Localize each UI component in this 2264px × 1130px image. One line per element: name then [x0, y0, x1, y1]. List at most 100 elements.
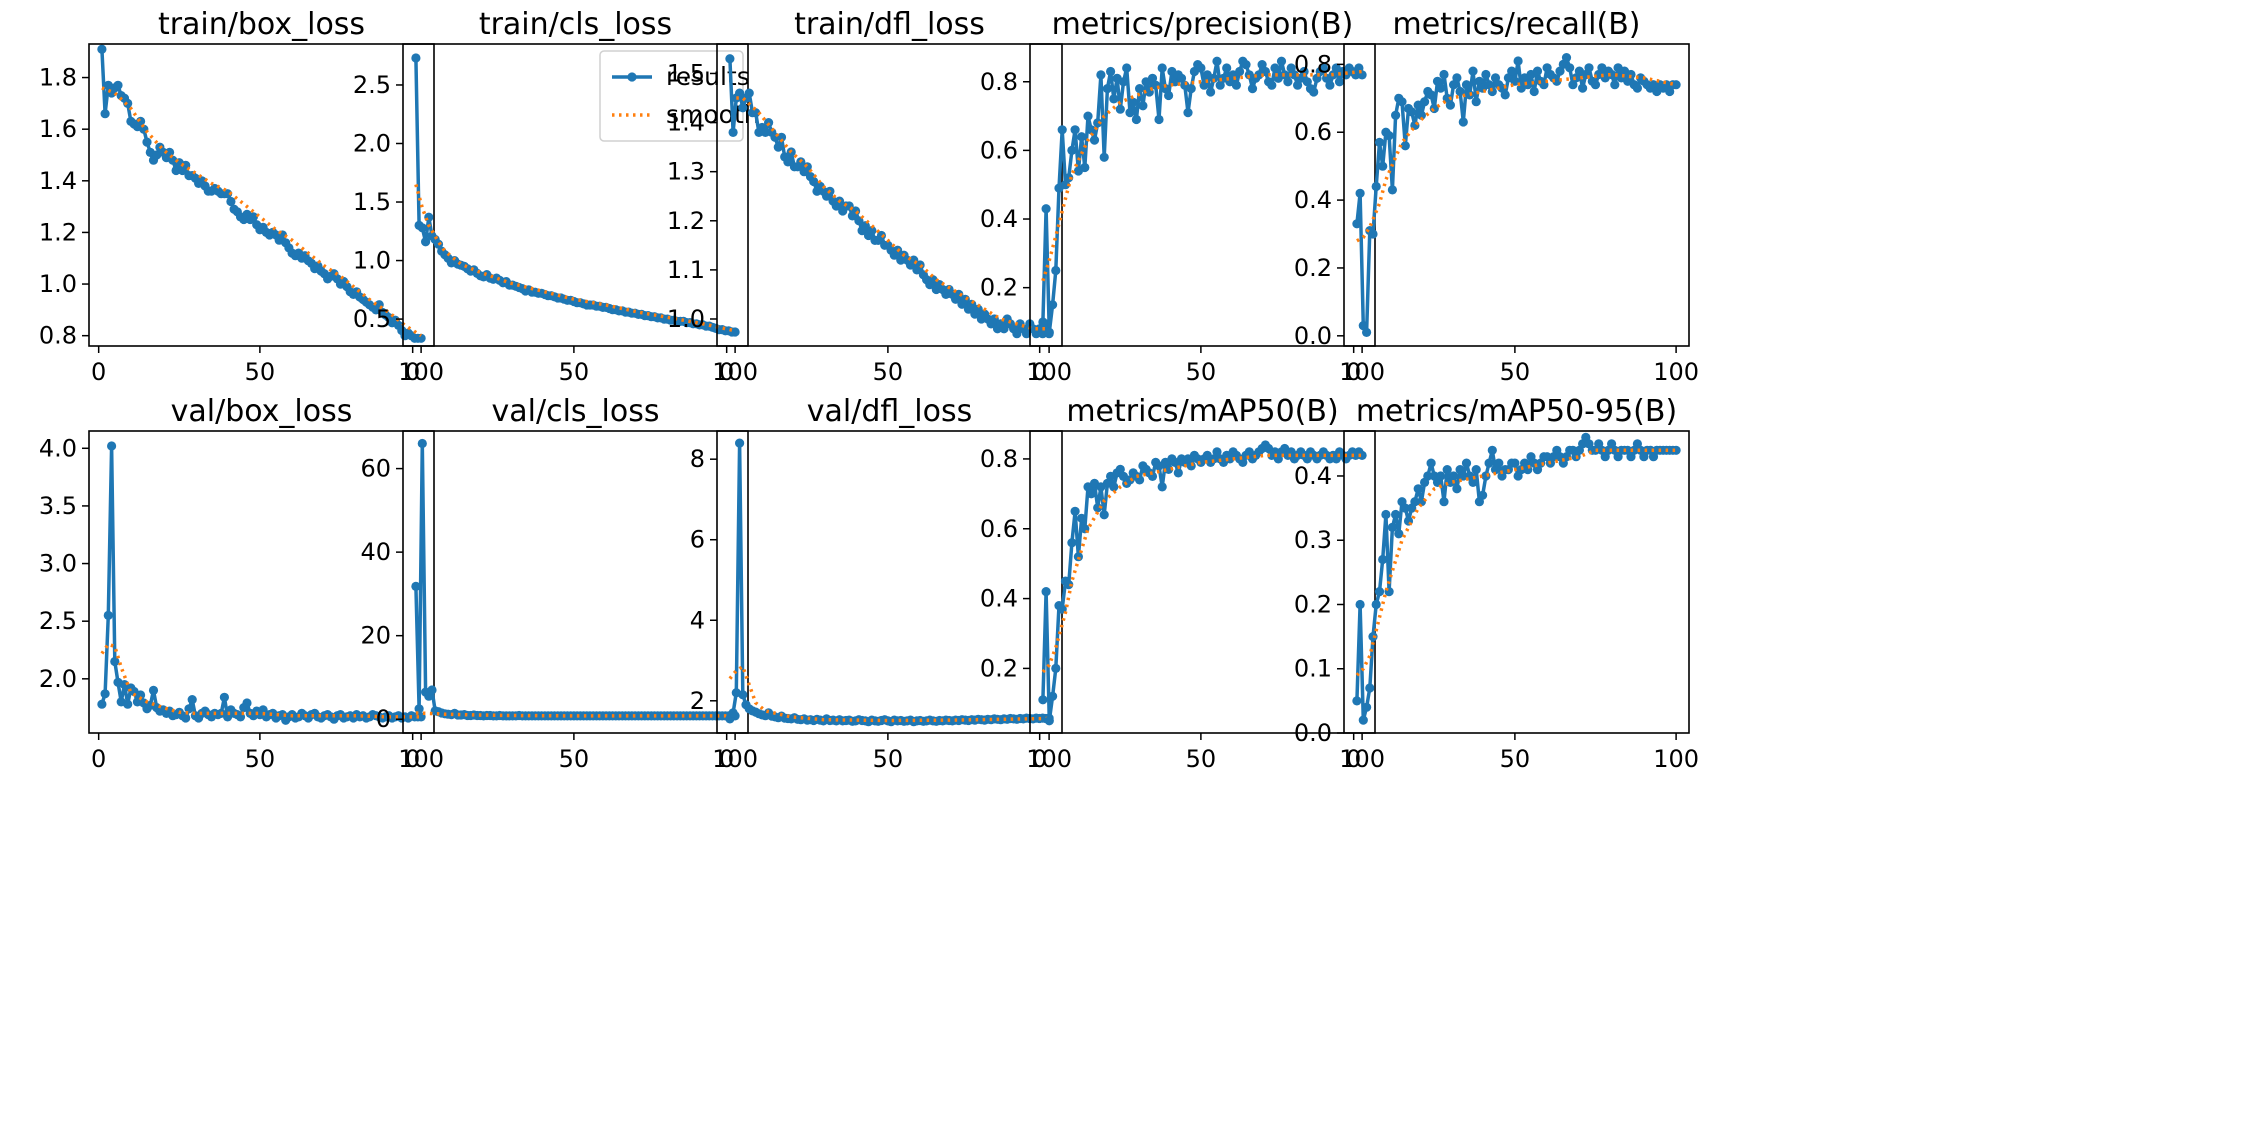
results-marker	[1449, 471, 1459, 481]
axes-frame	[88, 430, 435, 734]
subplot-train-box-loss: train/box_loss 0 50 100 0.8 1.0 1.2 1.4 1.6 1.8	[39, 7, 444, 386]
results-marker	[1416, 110, 1426, 120]
results-marker	[100, 109, 110, 119]
x-tick-label: 0	[719, 358, 734, 386]
results-marker	[1235, 66, 1245, 77]
y-tick-label: 1.4	[39, 167, 77, 195]
subplot-title: val/dfl_loss	[807, 394, 972, 429]
results-marker	[1038, 317, 1048, 327]
results-marker	[414, 704, 424, 714]
results-marker	[1578, 83, 1588, 93]
results-marker	[1077, 513, 1087, 523]
results-marker	[1048, 691, 1058, 701]
results-marker	[1135, 475, 1145, 485]
results-marker	[1590, 80, 1601, 90]
plot-area	[1352, 53, 1681, 337]
results-marker	[1648, 80, 1659, 90]
results-marker	[1387, 522, 1397, 533]
results-marker	[1077, 132, 1087, 142]
results-marker	[1391, 110, 1401, 120]
results-marker	[1299, 66, 1309, 77]
x-tick-label: 100	[1653, 745, 1699, 773]
results-marker	[1513, 56, 1523, 66]
subplot-title: train/box_loss	[158, 7, 365, 42]
results-marker	[1439, 69, 1449, 80]
plot-area	[1352, 432, 1681, 725]
results-marker	[867, 226, 877, 236]
x-tick-label: 50	[1500, 358, 1531, 386]
results-marker	[1318, 63, 1328, 73]
subplot-val-box-loss: val/box_loss 0 50 100 2.0 2.5 3.0 3.5 4.0	[39, 394, 444, 773]
results-marker	[1394, 529, 1404, 539]
smooth-line	[1041, 69, 1363, 282]
results-marker	[1357, 450, 1367, 460]
results-marker	[973, 304, 983, 314]
results-marker	[1138, 101, 1148, 111]
x-tick-label: 50	[245, 358, 276, 386]
smooth-line	[100, 642, 422, 719]
results-marker	[1102, 84, 1112, 94]
results-marker	[1352, 219, 1362, 229]
results-marker	[1147, 471, 1158, 481]
results-marker	[1093, 118, 1103, 128]
results-marker	[725, 54, 735, 64]
axes-frame	[402, 43, 749, 347]
results-marker	[1439, 497, 1449, 507]
y-tick-label: 2.0	[39, 665, 77, 693]
results-marker	[1445, 100, 1455, 110]
smooth-line	[736, 96, 1050, 331]
results-marker	[1465, 90, 1475, 100]
y-tick-label: 1.2	[667, 207, 705, 235]
results-marker	[1073, 552, 1083, 562]
results-marker	[1222, 63, 1232, 73]
y-tick-label: 0.3	[1294, 526, 1332, 554]
results-marker	[1293, 80, 1303, 90]
x-tick-label: 100	[1026, 745, 1072, 773]
results-marker	[1374, 137, 1385, 147]
subplot-title: val/cls_loss	[492, 394, 660, 429]
results-marker	[1565, 63, 1575, 73]
results-marker	[1064, 173, 1074, 183]
x-tick-label: 50	[1500, 745, 1531, 773]
results-marker	[1067, 145, 1077, 155]
y-tick-label: 3.5	[39, 492, 77, 520]
results-marker	[248, 212, 258, 222]
plot-area	[97, 44, 426, 343]
y-tick-label: 6	[690, 526, 705, 554]
results-marker	[738, 103, 748, 113]
results-marker	[1286, 63, 1296, 73]
results-marker	[1423, 471, 1433, 481]
results-marker	[1212, 447, 1222, 457]
results-marker	[1471, 465, 1481, 475]
results-marker	[1083, 111, 1093, 121]
legend-results-label: results	[666, 62, 750, 91]
results-marker	[1270, 447, 1280, 457]
x-tick-label: 50	[873, 745, 904, 773]
results-marker	[1183, 108, 1193, 118]
results-marker	[1209, 73, 1219, 83]
results-marker	[1352, 696, 1362, 706]
results-marker	[802, 162, 812, 172]
subplot-title: metrics/precision(B)	[1052, 7, 1354, 42]
results-marker	[1478, 490, 1488, 500]
results-marker	[1436, 83, 1446, 93]
results-marker	[1135, 84, 1145, 94]
results-marker	[1173, 468, 1183, 478]
results-marker	[1070, 506, 1080, 516]
results-marker	[1371, 181, 1381, 192]
results-marker	[1449, 80, 1459, 90]
plot-area	[1038, 440, 1367, 726]
results-marker	[1413, 484, 1423, 494]
results-marker	[1494, 458, 1504, 468]
results-marker	[1215, 80, 1225, 90]
axes-frame	[1343, 430, 1690, 734]
results-marker	[1426, 90, 1436, 100]
subplot-metrics-precision-b: metrics/precision(B) 0 50 100 0.2 0.4 0.6 0.8	[980, 7, 1385, 386]
results-marker	[1384, 131, 1394, 141]
results-marker	[1080, 162, 1090, 173]
results-marker	[1610, 80, 1620, 90]
